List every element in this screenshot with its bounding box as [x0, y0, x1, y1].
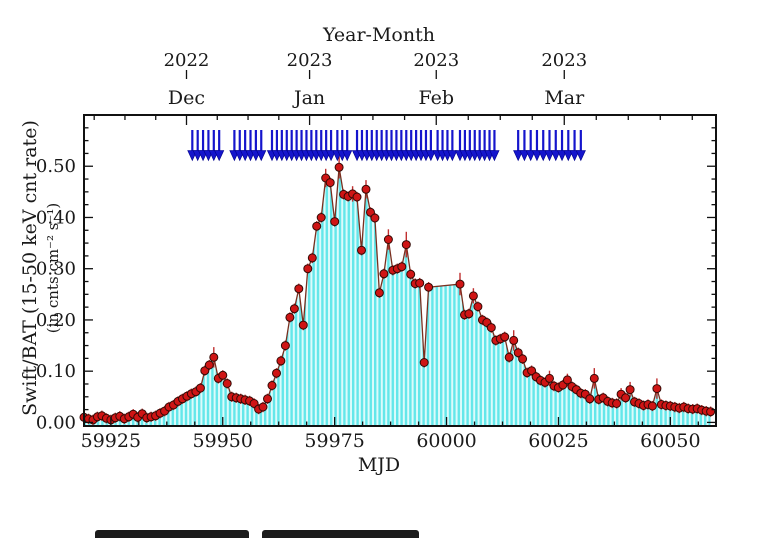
- svg-text:Mar: Mar: [544, 87, 585, 109]
- observation-arrows: [187, 130, 586, 162]
- left-axis: 0.00 0.10 0.20 0.30 0.40 0.50: [36, 127, 93, 433]
- svg-text:59950: 59950: [193, 430, 253, 452]
- svg-text:0.00: 0.00: [36, 412, 76, 433]
- svg-text:2022: 2022: [164, 50, 210, 71]
- svg-text:0.40: 0.40: [36, 207, 76, 228]
- y-axis-label-main: Swift/BAT (15-50 keV cnt rate): [19, 120, 41, 416]
- svg-text:59975: 59975: [304, 430, 364, 452]
- bottom-axis: 59925 59950 59975 60000 60025 60050: [81, 417, 701, 452]
- svg-text:0.10: 0.10: [36, 361, 76, 382]
- svg-text:2023: 2023: [287, 50, 333, 71]
- svg-text:Dec: Dec: [168, 87, 205, 109]
- svg-text:60000: 60000: [416, 430, 476, 452]
- svg-text:60025: 60025: [528, 430, 588, 452]
- cropped-bottom-bar: [262, 530, 419, 538]
- y-axis-label-units: (in cnts cm⁻² s⁻¹): [44, 202, 62, 334]
- cropped-bottom-bar: [95, 530, 249, 538]
- svg-text:0.50: 0.50: [36, 156, 76, 177]
- top-axis: 2022 Dec 2023 Jan 2023 Feb 2023 Mar: [93, 50, 693, 125]
- svg-text:0.20: 0.20: [36, 310, 76, 331]
- svg-text:2023: 2023: [541, 50, 587, 71]
- svg-text:Jan: Jan: [292, 87, 325, 109]
- svg-text:0.30: 0.30: [36, 259, 76, 280]
- top-axis-title: Year-Month: [323, 24, 435, 46]
- right-axis: [707, 127, 716, 424]
- svg-text:60050: 60050: [640, 430, 700, 452]
- svg-text:59925: 59925: [81, 430, 141, 452]
- svg-text:2023: 2023: [413, 50, 459, 71]
- x-axis-label: MJD: [357, 454, 401, 476]
- data-points: [79, 162, 716, 425]
- light-curve-area-fill: [84, 167, 711, 426]
- plot-frame: [83, 114, 717, 427]
- svg-text:Feb: Feb: [418, 87, 454, 109]
